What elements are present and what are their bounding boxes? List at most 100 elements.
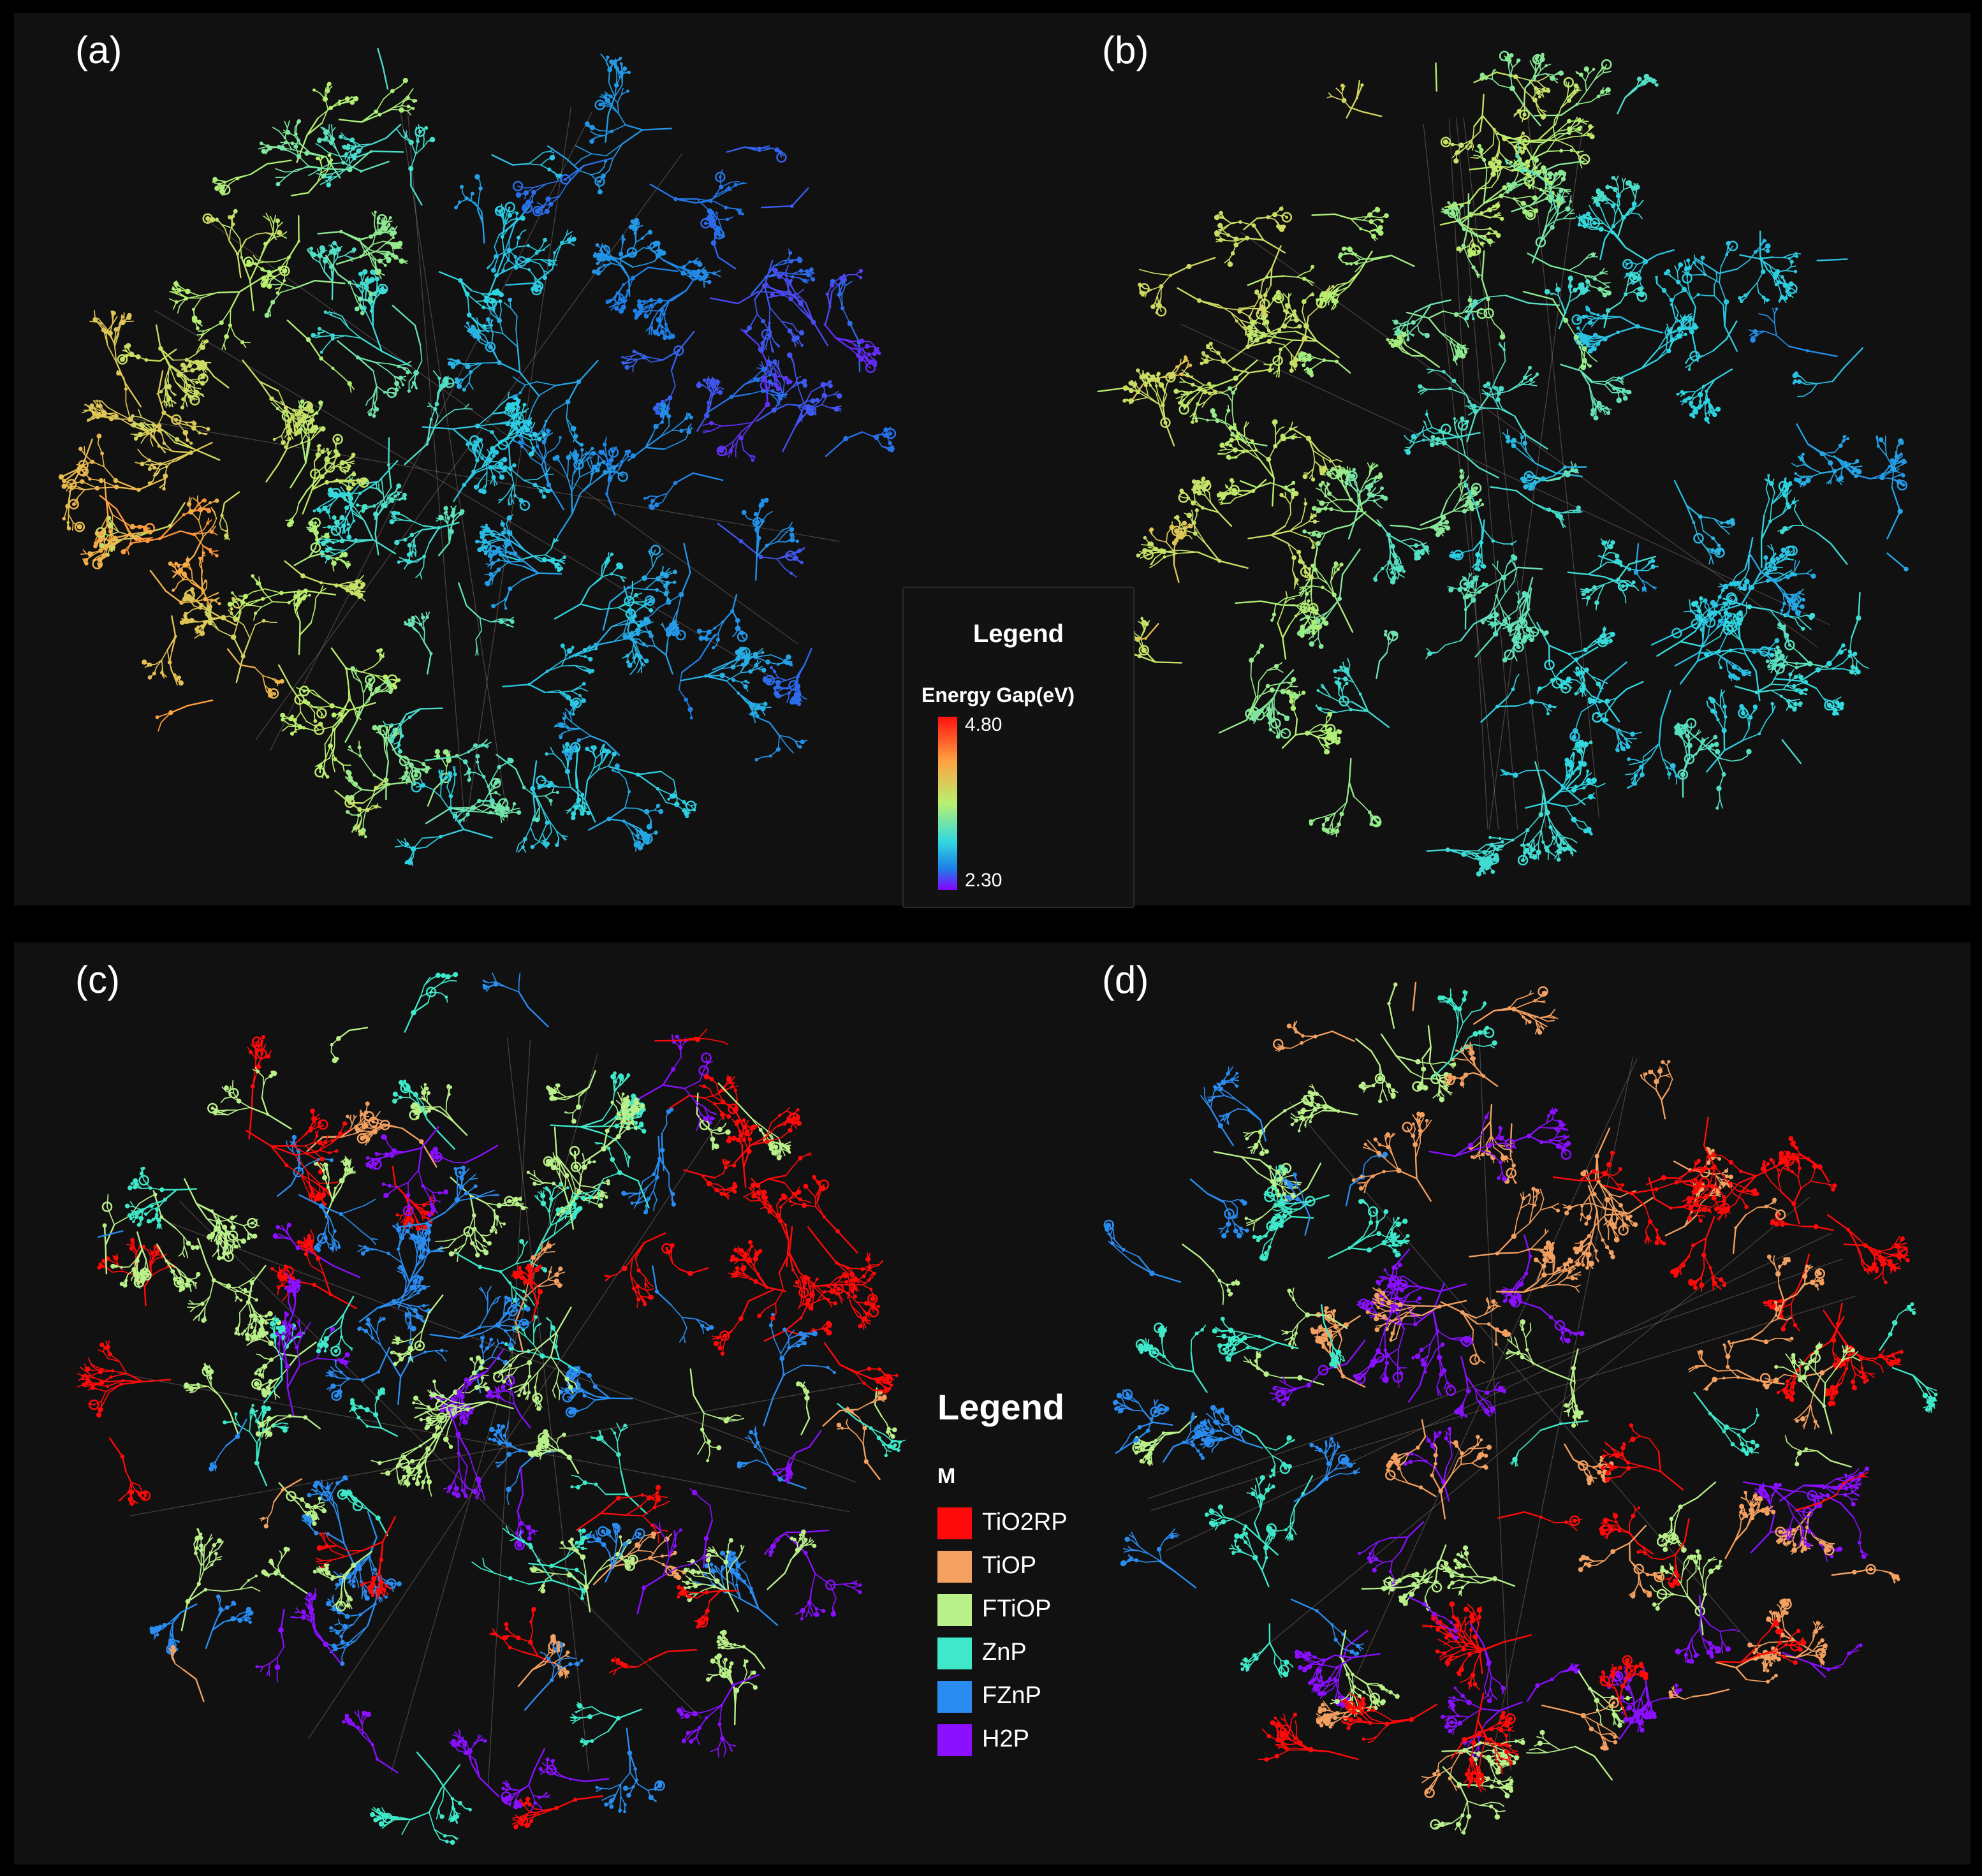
tree-edge	[664, 629, 670, 635]
tree-node	[798, 259, 802, 263]
tree-edge	[611, 573, 621, 577]
tree-edge	[273, 235, 283, 238]
tree-edge	[474, 772, 485, 777]
tree-edge	[602, 601, 611, 631]
tree-node	[655, 409, 661, 415]
tree-node	[183, 613, 187, 618]
tree-node	[178, 680, 184, 686]
tree-edge	[291, 192, 309, 196]
tree-node	[890, 445, 895, 450]
tree-edge	[493, 476, 498, 486]
tree-node	[648, 504, 652, 508]
tree-edge	[665, 641, 669, 656]
tree-edge	[650, 500, 654, 507]
tree-node	[490, 267, 496, 273]
tree-edge	[566, 401, 569, 419]
tree-edge	[712, 392, 717, 397]
tree-edge	[768, 722, 781, 736]
tree-edge	[331, 281, 334, 300]
tree-edge	[89, 478, 102, 481]
tree-edge	[328, 244, 334, 249]
tree-node	[689, 716, 693, 720]
tree-edge	[125, 401, 131, 420]
tree-node	[131, 422, 136, 428]
tree-node	[347, 464, 351, 469]
tree-node	[89, 406, 93, 411]
tree-node	[712, 646, 716, 650]
tree-edge	[92, 416, 99, 420]
tree-node	[368, 412, 372, 416]
tree-node	[481, 489, 487, 495]
tree-edge	[652, 310, 659, 320]
tree-node	[332, 515, 337, 520]
tree-edge	[761, 514, 768, 522]
tree-node	[313, 719, 318, 723]
tree-edge	[302, 575, 322, 583]
tree-edge	[782, 692, 790, 696]
tree-node	[460, 184, 464, 189]
tree-edge	[161, 649, 168, 661]
tree-node	[772, 359, 777, 363]
tree-edge	[464, 772, 470, 776]
tree-node	[619, 62, 623, 65]
tree-edge	[91, 406, 100, 414]
tree-edge	[721, 424, 737, 427]
tree-edge	[332, 269, 335, 282]
tree-edge	[458, 810, 464, 817]
tree-edge	[605, 114, 609, 143]
tree-edge	[849, 341, 859, 347]
tree-edge	[107, 407, 118, 414]
tree-edge	[608, 818, 625, 822]
tree-node	[346, 562, 351, 567]
tree-edge	[478, 337, 492, 347]
tree-edge	[283, 411, 287, 428]
tree-node	[673, 580, 677, 584]
tree-edge	[786, 662, 793, 667]
tree-edge	[478, 323, 488, 331]
tree-edge	[491, 154, 513, 166]
tree-edge	[196, 629, 200, 634]
tree-edge	[138, 409, 142, 418]
tree-edge	[225, 177, 237, 182]
hub-node	[485, 341, 496, 353]
tree-edge	[237, 238, 247, 255]
tree-edge	[835, 337, 849, 348]
tree-edge	[327, 151, 340, 157]
tree-edge	[306, 249, 311, 254]
tree-edge	[733, 431, 742, 442]
tree-edge	[277, 221, 284, 228]
tree-node	[434, 749, 440, 754]
tree-node	[582, 682, 586, 686]
tree-edge	[528, 269, 536, 277]
tree-edge	[400, 109, 408, 112]
hub-node	[608, 447, 619, 458]
tree-edge	[652, 557, 657, 568]
tree-edge	[115, 415, 131, 425]
tree-edge	[242, 359, 261, 383]
tree-edge	[512, 376, 518, 381]
tree-edge	[110, 538, 121, 547]
tree-edge	[385, 237, 394, 244]
tree-edge	[175, 582, 179, 589]
tree-edge	[858, 349, 865, 356]
tree-edge	[885, 427, 892, 430]
tree-edge	[323, 172, 334, 176]
tree-node	[496, 288, 499, 292]
tree-edge	[360, 161, 390, 172]
tree-edge	[643, 311, 649, 314]
tree-edge	[168, 400, 170, 407]
tree-edge	[648, 550, 652, 558]
tree-edge	[642, 644, 656, 647]
tree-edge	[602, 449, 606, 456]
tree-edge	[266, 159, 292, 165]
tree-node	[407, 619, 411, 622]
tree-node	[320, 554, 324, 557]
tree-edge	[786, 744, 794, 754]
tree-edge	[340, 231, 360, 242]
tree-edge	[713, 272, 721, 277]
tree-edge	[611, 623, 629, 627]
tree-edge	[541, 464, 550, 486]
tree-node	[147, 675, 152, 680]
tree-node	[326, 182, 332, 187]
tree-edge	[298, 634, 301, 656]
